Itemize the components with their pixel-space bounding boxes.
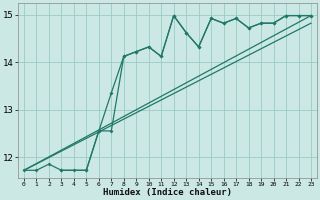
X-axis label: Humidex (Indice chaleur): Humidex (Indice chaleur) <box>103 188 232 197</box>
